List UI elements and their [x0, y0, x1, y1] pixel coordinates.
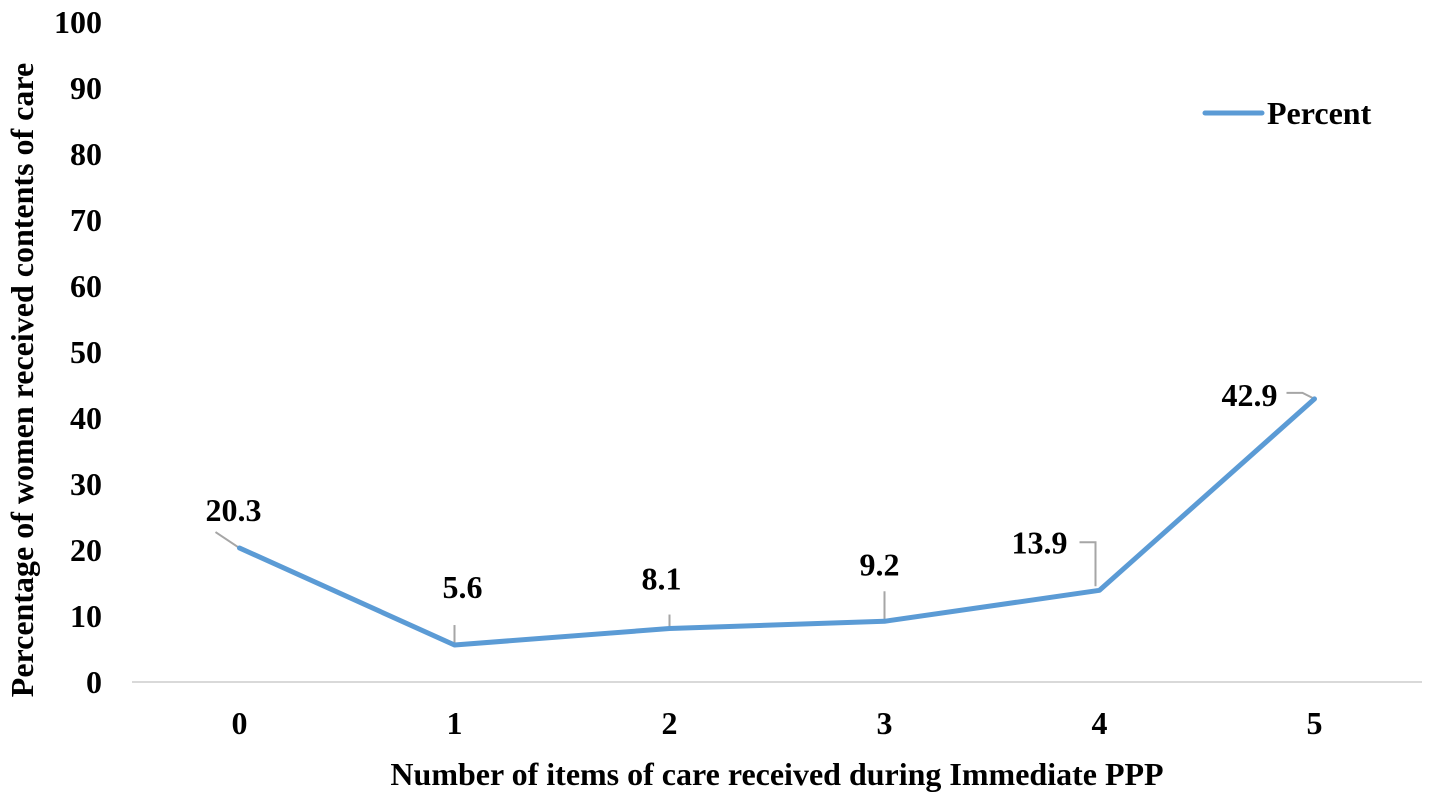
y-tick-label: 30: [70, 466, 102, 502]
y-tick-label: 100: [54, 4, 102, 40]
y-tick-label: 80: [70, 136, 102, 172]
x-tick-label: 1: [447, 705, 463, 741]
x-tick-label: 0: [232, 705, 248, 741]
y-tick-label: 40: [70, 400, 102, 436]
data-label: 42.9: [1222, 377, 1278, 413]
data-label: 9.2: [860, 546, 900, 582]
data-label: 13.9: [1012, 524, 1068, 560]
series-line-percent: [237, 396, 1317, 648]
x-tick-label: 2: [662, 705, 678, 741]
x-axis-title: Number of items of care received during …: [390, 756, 1163, 792]
y-tick-label: 20: [70, 532, 102, 568]
label-leader-lines: [214, 391, 1315, 646]
data-label: 8.1: [642, 561, 682, 597]
x-axis-ticks: 0 1 2 3 4 5: [232, 705, 1323, 741]
legend: Percent: [1202, 95, 1372, 131]
x-tick-label: 3: [877, 705, 893, 741]
y-tick-label: 10: [70, 598, 102, 634]
data-label: 20.3: [206, 492, 262, 528]
x-tick-label: 5: [1307, 705, 1323, 741]
leader-line: [1286, 391, 1315, 400]
legend-label: Percent: [1267, 95, 1372, 131]
x-tick-label: 4: [1092, 705, 1108, 741]
leader-line: [214, 531, 241, 549]
data-label: 5.6: [443, 569, 483, 605]
data-labels: 20.3 5.6 8.1 9.2 13.9 42.9: [206, 377, 1278, 605]
y-tick-label: 90: [70, 70, 102, 106]
y-tick-label: 70: [70, 202, 102, 238]
y-axis-title: Percentage of women received contents of…: [4, 63, 40, 697]
y-tick-label: 50: [70, 334, 102, 370]
y-tick-label: 60: [70, 268, 102, 304]
leader-line: [1079, 541, 1097, 587]
y-tick-label: 0: [86, 664, 102, 700]
y-axis-ticks: 0 10 20 30 40 50 60 70 80 90 100: [54, 4, 102, 700]
